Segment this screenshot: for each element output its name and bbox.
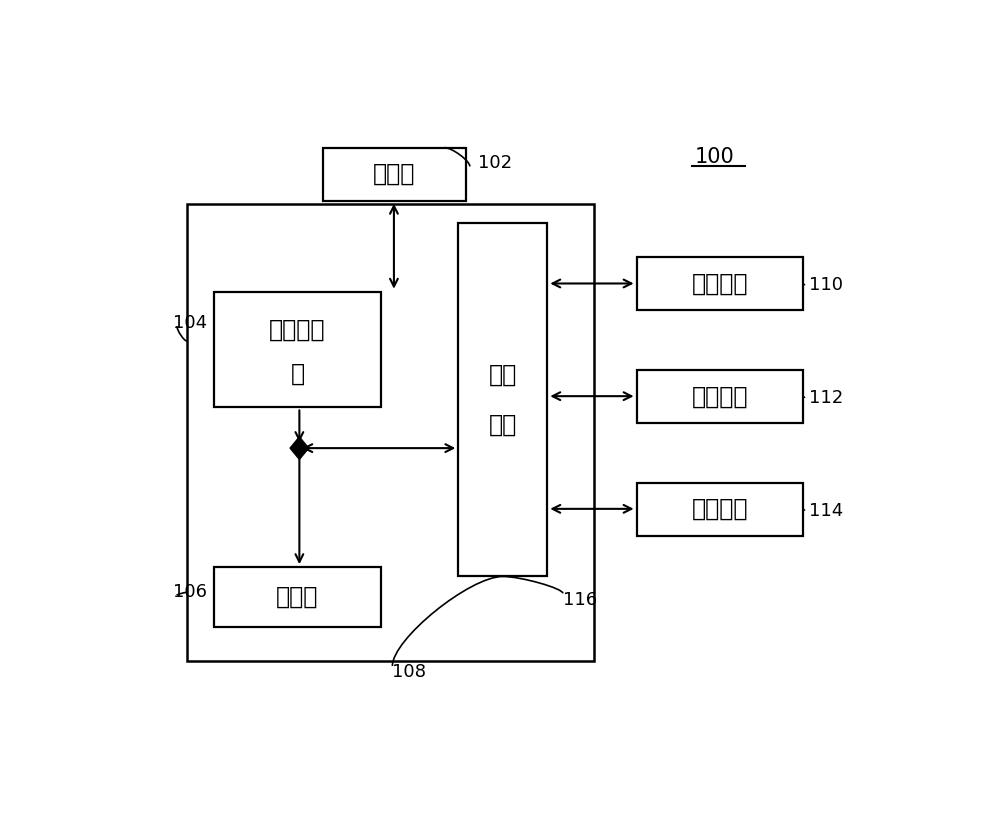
Text: 106: 106 bbox=[173, 583, 207, 601]
Bar bbox=[323, 148, 466, 201]
Text: 104: 104 bbox=[173, 314, 207, 332]
Bar bbox=[637, 257, 803, 311]
Bar bbox=[187, 204, 594, 661]
Text: 射频模块: 射频模块 bbox=[692, 272, 748, 296]
Polygon shape bbox=[290, 437, 309, 448]
Text: 112: 112 bbox=[809, 389, 843, 407]
Text: 114: 114 bbox=[809, 502, 843, 520]
Bar bbox=[458, 223, 547, 576]
Text: 存储器: 存储器 bbox=[373, 163, 416, 186]
Bar bbox=[214, 567, 381, 627]
Text: 110: 110 bbox=[809, 276, 843, 294]
Text: 器: 器 bbox=[290, 361, 304, 385]
Text: 接口: 接口 bbox=[489, 413, 517, 437]
Text: 108: 108 bbox=[392, 663, 426, 681]
Text: 显示模块: 显示模块 bbox=[692, 498, 748, 521]
Bar bbox=[637, 370, 803, 423]
Text: 处理器: 处理器 bbox=[276, 585, 319, 609]
Text: 外设: 外设 bbox=[489, 363, 517, 386]
Text: 存储控制: 存储控制 bbox=[269, 318, 326, 341]
Bar bbox=[214, 292, 381, 407]
Text: 音频模块: 音频模块 bbox=[692, 385, 748, 408]
Text: 116: 116 bbox=[563, 590, 597, 609]
Bar bbox=[637, 483, 803, 536]
Text: 100: 100 bbox=[695, 147, 734, 167]
Polygon shape bbox=[290, 448, 309, 459]
Text: 102: 102 bbox=[478, 154, 512, 172]
